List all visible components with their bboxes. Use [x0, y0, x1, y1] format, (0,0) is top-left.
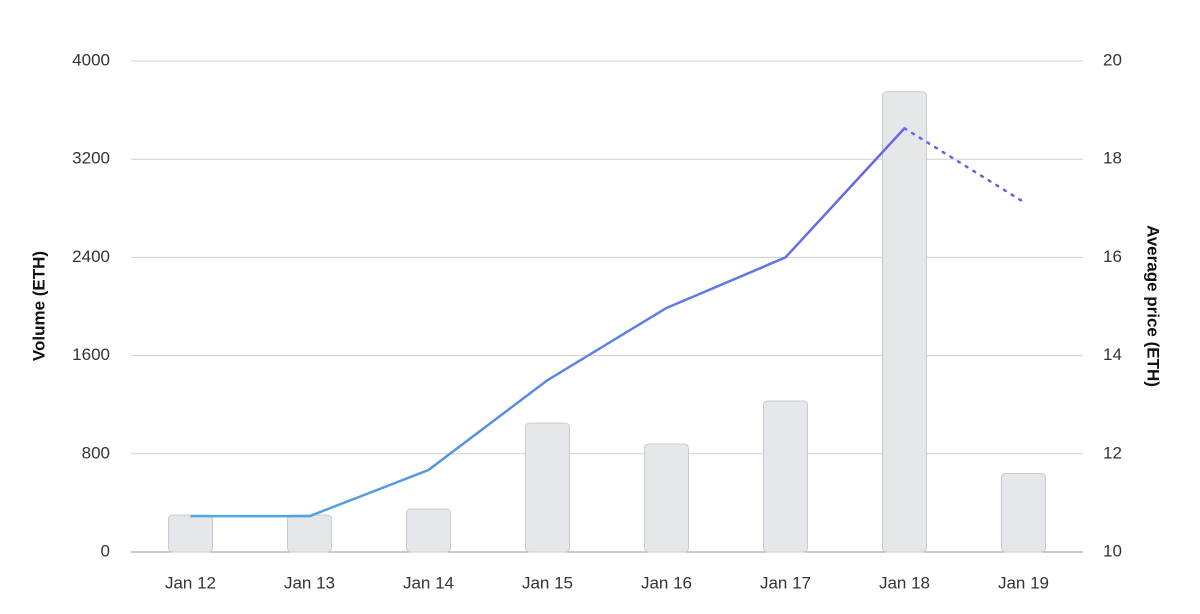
bar	[882, 91, 927, 553]
y-tick-label: 0	[101, 541, 110, 560]
x-tick-label: Jan 19	[998, 573, 1049, 592]
y2-tick-label: 16	[1103, 247, 1122, 266]
y2-tick-label: 12	[1103, 443, 1122, 462]
y-axis-title: Volume (ETH)	[29, 251, 48, 361]
y-tick-label: 3200	[72, 149, 110, 168]
x-tick-label: Jan 14	[403, 573, 454, 592]
x-tick-label: Jan 16	[641, 573, 692, 592]
bar	[406, 508, 451, 553]
x-tick-label: Jan 13	[284, 573, 335, 592]
bar	[287, 514, 332, 553]
y2-tick-label: 20	[1103, 50, 1122, 69]
bar	[168, 514, 213, 553]
y2-axis-title: Average price (ETH)	[1144, 225, 1163, 387]
y-tick-label: 4000	[72, 50, 110, 69]
bar	[644, 443, 689, 553]
y2-tick-label: 18	[1103, 149, 1122, 168]
price-line	[190, 127, 906, 518]
price-line-dotted	[903, 127, 1025, 204]
x-tick-label: Jan 12	[165, 573, 216, 592]
y-tick-label: 1600	[72, 345, 110, 364]
x-tick-label: Jan 15	[522, 573, 573, 592]
bar	[1001, 472, 1046, 553]
y-tick-label: 800	[82, 443, 110, 462]
bar	[525, 422, 570, 553]
y2-tick-label: 10	[1103, 541, 1122, 560]
y-tick-label: 2400	[72, 247, 110, 266]
x-tick-label: Jan 18	[879, 573, 930, 592]
bar	[763, 400, 808, 553]
x-tick-label: Jan 17	[760, 573, 811, 592]
y2-tick-label: 14	[1103, 345, 1122, 364]
